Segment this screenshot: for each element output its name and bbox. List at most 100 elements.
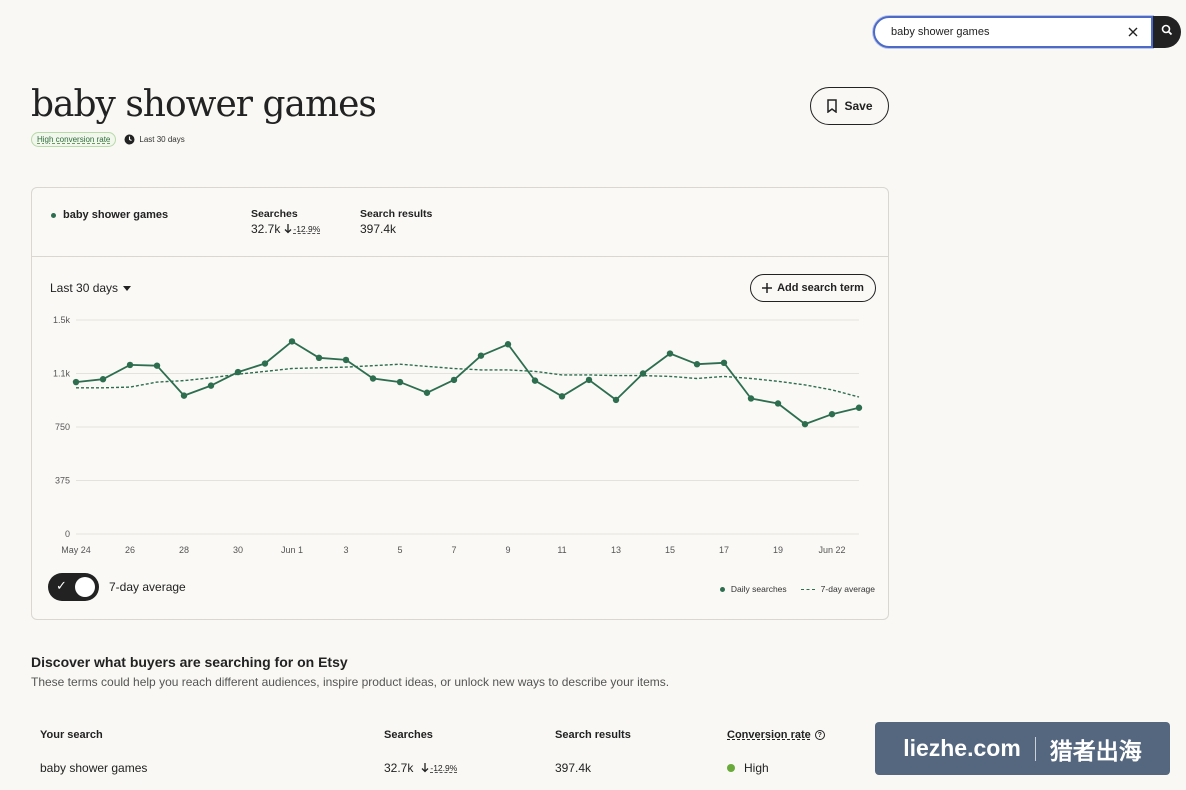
arrow-down-icon <box>421 763 429 773</box>
col-search-results: Search results <box>555 729 631 741</box>
data-point <box>585 376 593 384</box>
average-toggle[interactable]: ✓ <box>48 573 99 601</box>
y-tick-label: 0 <box>65 529 70 539</box>
x-tick-label: Jun 22 <box>818 545 845 555</box>
series-dot <box>51 212 56 218</box>
row-conversion-value: High <box>744 761 769 775</box>
search-bar <box>873 16 1181 48</box>
x-tick-label: 19 <box>773 545 783 555</box>
y-tick-label: 375 <box>55 476 70 486</box>
x-tick-label: 15 <box>665 545 675 555</box>
x-tick-label: May 24 <box>61 545 91 555</box>
col-conversion-rate[interactable]: Conversion rate ? <box>727 729 825 741</box>
x-tick-label: 11 <box>557 545 566 555</box>
data-point <box>72 378 80 386</box>
data-point <box>774 400 782 407</box>
data-point <box>828 410 836 418</box>
data-point <box>207 382 215 389</box>
row-searches: 32.7k -12.9% <box>384 761 457 775</box>
searches-change[interactable]: -12.9% <box>284 224 320 234</box>
searches-label: Searches <box>251 208 298 220</box>
search-box[interactable] <box>873 16 1153 48</box>
daily-line <box>75 340 860 425</box>
data-point <box>342 356 350 364</box>
data-point <box>531 377 539 384</box>
page-title: baby shower games <box>31 84 377 125</box>
data-point <box>477 352 485 359</box>
data-point <box>801 420 809 428</box>
row-results: 397.4k <box>555 761 592 775</box>
search-button[interactable] <box>1153 16 1181 48</box>
y-tick-label: 750 <box>55 422 70 432</box>
data-point <box>99 376 107 383</box>
col-searches: Searches <box>384 729 433 741</box>
data-point <box>261 360 269 367</box>
discover-subtitle: These terms could help you reach differe… <box>31 675 670 689</box>
period-indicator: Last 30 days <box>124 134 185 145</box>
data-point <box>639 370 647 377</box>
results-stat: Search results 397.4k <box>360 208 432 236</box>
searches-change-value: -12.9% <box>293 224 321 234</box>
row-term: baby shower games <box>40 761 148 775</box>
row-change[interactable]: -12.9% <box>421 763 457 773</box>
data-point <box>720 359 728 366</box>
clock-icon <box>124 134 135 145</box>
legend-average-label: 7-day average <box>820 584 875 594</box>
stats-header: baby shower games Searches 32.7k -12.9% … <box>32 188 888 257</box>
watermark-left: liezhe.com <box>903 735 1021 761</box>
chart-legend: Daily searches 7-day average <box>719 584 875 594</box>
data-point <box>855 404 863 411</box>
legend-average: 7-day average <box>800 584 875 594</box>
status-dot <box>727 764 735 772</box>
legend-daily-label: Daily searches <box>730 584 787 594</box>
data-point <box>153 362 161 369</box>
trend-card: baby shower games Searches 32.7k -12.9% … <box>31 187 889 620</box>
data-point <box>450 376 458 384</box>
x-tick-label: 5 <box>397 545 402 555</box>
legend-daily: Daily searches <box>719 584 787 594</box>
data-point <box>747 395 755 402</box>
legend-dash <box>800 588 815 590</box>
x-tick-label: 17 <box>719 545 729 555</box>
searches-value: 32.7k <box>251 222 281 236</box>
x-tick-label: 13 <box>611 545 621 555</box>
data-point <box>504 341 512 348</box>
x-tick-label: 28 <box>179 545 189 555</box>
data-point <box>396 378 404 386</box>
search-input[interactable] <box>891 26 1125 38</box>
legend-dot <box>719 586 725 592</box>
data-point <box>666 350 674 357</box>
add-term-label: Add search term <box>777 282 864 294</box>
col-your-search: Your search <box>40 729 103 741</box>
y-tick-label: 1.1k <box>53 369 71 379</box>
add-search-term-button[interactable]: Add search term <box>750 274 876 302</box>
row-conversion: High <box>727 761 769 775</box>
data-point <box>288 338 296 345</box>
range-dropdown[interactable]: Last 30 days <box>50 281 132 295</box>
plus-icon <box>762 283 773 293</box>
row-searches-value: 32.7k <box>384 761 414 775</box>
x-tick-label: 7 <box>451 545 456 555</box>
watermark: liezhe.com 猎者出海 <box>875 722 1170 775</box>
data-point <box>558 393 566 400</box>
average-toggle-row: ✓ 7-day average <box>48 573 186 601</box>
search-icon <box>1161 23 1173 41</box>
x-tick-label: Jun 1 <box>281 545 303 555</box>
term-legend: baby shower games <box>51 209 168 221</box>
discover-title: Discover what buyers are searching for o… <box>31 654 348 670</box>
help-icon[interactable]: ? <box>814 730 825 740</box>
results-value: 397.4k <box>360 222 397 236</box>
arrow-down-icon <box>284 224 292 234</box>
data-point <box>315 354 323 362</box>
close-icon[interactable] <box>1125 24 1141 40</box>
searches-stat: Searches 32.7k -12.9% <box>251 208 320 236</box>
toggle-label: 7-day average <box>109 580 186 594</box>
y-tick-label: 1.5k <box>53 315 71 325</box>
check-icon: ✓ <box>56 578 67 593</box>
save-button[interactable]: Save <box>810 87 889 125</box>
conversion-rate-label: Conversion rate <box>727 729 811 741</box>
conversion-badge[interactable]: High conversion rate <box>31 132 117 147</box>
watermark-right: 猎者出海 <box>1049 737 1142 764</box>
toggle-knob <box>75 577 95 597</box>
range-label: Last 30 days <box>50 281 119 295</box>
